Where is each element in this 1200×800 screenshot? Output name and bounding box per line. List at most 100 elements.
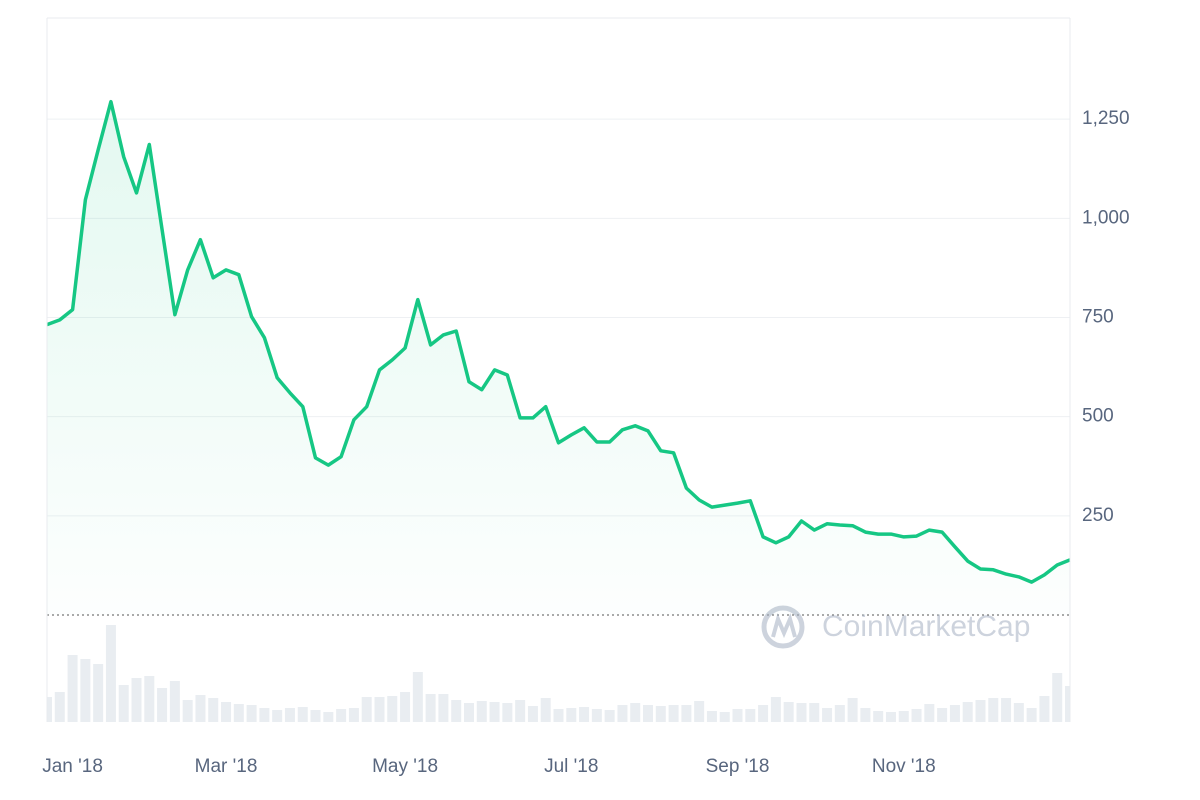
x-tick-label: Nov '18 xyxy=(872,756,936,777)
volume-bar xyxy=(336,709,347,722)
volume-bar xyxy=(630,703,641,722)
volume-bar xyxy=(758,705,769,722)
volume-bar xyxy=(47,697,52,722)
volume-bar xyxy=(885,712,896,722)
x-tick-label: Jan '18 xyxy=(42,756,103,777)
volume-bar xyxy=(502,703,513,722)
volume-bar xyxy=(1001,698,1012,722)
volume-bar xyxy=(118,685,129,722)
volume-bar xyxy=(221,702,232,722)
volume-bar xyxy=(527,706,538,722)
volume-bar xyxy=(732,709,743,722)
volume-bar xyxy=(451,700,462,722)
volume-bar xyxy=(80,659,91,722)
volume-bar xyxy=(655,706,666,722)
volume-bar xyxy=(144,676,155,722)
volume-bar xyxy=(374,697,385,722)
volume-bar xyxy=(425,694,436,722)
volume-bar xyxy=(553,709,564,722)
volume-bar xyxy=(259,708,270,722)
volume-bar xyxy=(476,701,487,722)
volume-bar xyxy=(706,711,717,722)
y-tick-label: 250 xyxy=(1082,505,1114,526)
volume-bar xyxy=(694,701,705,722)
volume-bar xyxy=(834,705,845,722)
volume-bar xyxy=(54,692,65,722)
volume-bar xyxy=(233,704,244,722)
volume-bar xyxy=(400,692,411,722)
volume-bar xyxy=(566,708,577,722)
volume-bar xyxy=(169,681,180,722)
volume-bar xyxy=(387,696,398,722)
volume-bar xyxy=(579,707,590,722)
volume-bar xyxy=(962,702,973,722)
volume-bar xyxy=(310,710,321,722)
volume-bar xyxy=(157,688,168,722)
x-tick-label: May '18 xyxy=(372,756,438,777)
volume-bar xyxy=(412,672,423,722)
volume-bar xyxy=(809,703,820,722)
y-tick-label: 500 xyxy=(1082,406,1114,427)
volume-bar xyxy=(284,708,295,722)
x-tick-label: Jul '18 xyxy=(544,756,598,777)
volume-bar xyxy=(770,697,781,722)
volume-bar xyxy=(195,695,206,722)
volume-bar xyxy=(297,707,308,722)
volume-bar xyxy=(860,708,871,722)
volume-bar xyxy=(463,703,474,722)
volume-bar xyxy=(246,705,257,722)
y-tick-label: 750 xyxy=(1082,307,1114,328)
volume-bar xyxy=(348,708,359,722)
volume-bar xyxy=(911,709,922,722)
volume-bar xyxy=(681,705,692,722)
watermark: CoinMarketCap xyxy=(761,605,1030,649)
volume-bar xyxy=(489,702,500,722)
volume-bar xyxy=(131,678,142,722)
volume-bar xyxy=(924,704,935,722)
price-area xyxy=(47,101,1070,615)
volume-bar xyxy=(975,700,986,722)
volume-bar xyxy=(719,712,730,722)
volume-bar xyxy=(796,703,807,722)
volume-bar xyxy=(515,700,526,722)
volume-bar xyxy=(591,709,602,722)
volume-bar xyxy=(822,708,833,722)
volume-bar xyxy=(182,700,193,722)
volume-bar xyxy=(105,625,116,722)
volume-bar xyxy=(988,698,999,722)
volume-bar xyxy=(643,705,654,722)
volume-bar xyxy=(604,710,615,722)
volume-bar xyxy=(949,705,960,722)
y-tick-label: 1,250 xyxy=(1082,108,1130,129)
volume-bar xyxy=(783,702,794,722)
volume-bar xyxy=(898,711,909,722)
volume-bar xyxy=(1026,708,1037,722)
x-tick-label: Sep '18 xyxy=(706,756,770,777)
volume-bar xyxy=(540,698,551,722)
volume-bar xyxy=(1065,686,1070,722)
watermark-text: CoinMarketCap xyxy=(822,610,1030,643)
volume-bar xyxy=(361,697,372,722)
volume-bar xyxy=(847,698,858,722)
price-line xyxy=(46,99,1071,584)
volume-bar xyxy=(937,708,948,722)
x-tick-label: Mar '18 xyxy=(195,756,258,777)
volume-bar xyxy=(745,709,756,722)
volume-bar xyxy=(438,694,449,722)
volume-bar xyxy=(668,705,679,722)
volume-bar xyxy=(873,711,884,722)
volume-bar xyxy=(1052,673,1063,722)
price-series xyxy=(46,99,1071,615)
volume-bar xyxy=(1039,696,1050,722)
y-tick-label: 1,000 xyxy=(1082,207,1130,228)
volume-bar xyxy=(617,705,628,722)
volume-bar xyxy=(272,710,283,722)
volume-bar xyxy=(67,655,78,722)
volume-bar xyxy=(1013,703,1024,722)
volume-bars xyxy=(47,625,1070,722)
volume-bar xyxy=(208,698,219,722)
volume-bar xyxy=(93,664,104,722)
volume-bar xyxy=(323,712,334,722)
